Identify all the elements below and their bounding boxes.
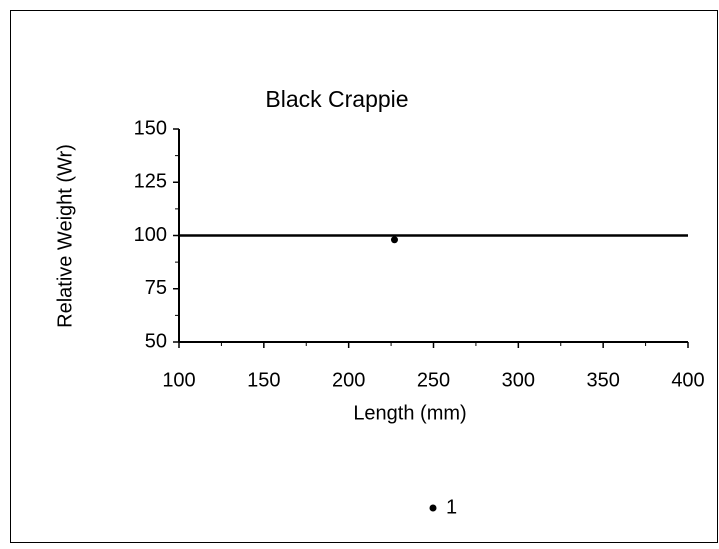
- y-tick-label: 150: [134, 117, 167, 139]
- y-tick-label: 100: [134, 224, 167, 246]
- y-tick-label: 50: [145, 330, 167, 352]
- y-axis-label: Relative Weight (Wr): [54, 144, 76, 328]
- x-tick-label: 100: [162, 369, 195, 391]
- data-point: [390, 236, 398, 244]
- chart-title: Black Crappie: [265, 86, 408, 112]
- x-tick-label: 250: [417, 369, 450, 391]
- chart-frame: [10, 10, 718, 543]
- x-tick-label: 150: [247, 369, 280, 391]
- y-tick-label: 125: [134, 171, 167, 193]
- x-tick-label: 300: [502, 369, 535, 391]
- legend-label: 1: [446, 496, 457, 518]
- x-tick-label: 350: [586, 369, 619, 391]
- y-tick-label: 75: [145, 277, 167, 299]
- legend-marker: [429, 504, 437, 512]
- x-axis-label: Length (mm): [353, 402, 466, 424]
- x-tick-label: 400: [671, 369, 704, 391]
- x-tick-label: 200: [332, 369, 365, 391]
